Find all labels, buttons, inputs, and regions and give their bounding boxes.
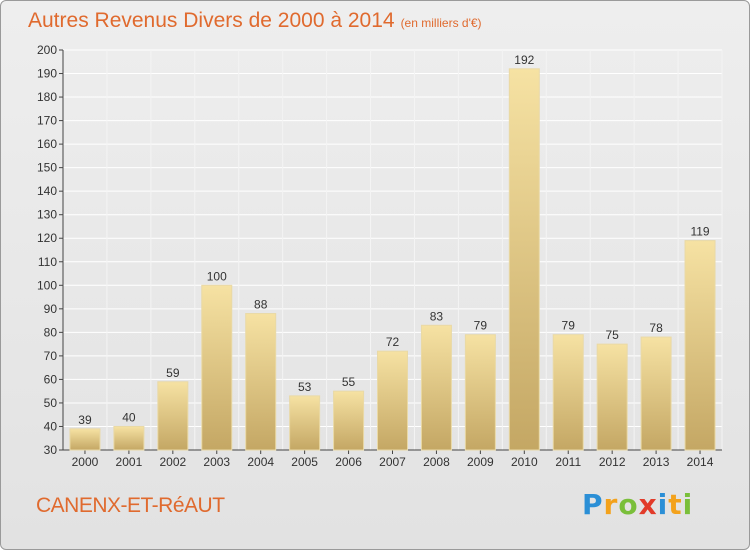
bar: [201, 284, 233, 451]
labels: 39 2000 40 2001 59 2002 100 2003 88 2004 53 2005 55 2…: [72, 53, 714, 469]
y-tick-label: 120: [37, 231, 57, 245]
x-tick-label: 2013: [643, 455, 670, 469]
x-tick-label: 2006: [335, 455, 362, 469]
x-tick-label: 2008: [423, 455, 450, 469]
y-tick-label: 190: [37, 67, 57, 81]
y-tick-label: 130: [37, 208, 57, 222]
data-label: 79: [562, 319, 576, 333]
chart-subtitle: (en milliers d'€): [400, 16, 482, 30]
bar: [289, 395, 321, 451]
x-tick-label: 2001: [116, 455, 143, 469]
data-label: 59: [166, 366, 180, 380]
data-label: 75: [605, 328, 619, 342]
x-tick-label: 2004: [247, 455, 274, 469]
x-tick-label: 2011: [555, 455, 581, 469]
y-tick-label: 30: [44, 443, 58, 457]
data-label: 83: [430, 309, 444, 323]
bar: [333, 390, 365, 451]
y-tick-label: 100: [37, 278, 57, 292]
x-tick-label: 2012: [599, 455, 626, 469]
bar: [552, 334, 584, 451]
proxiti-logo: Proxiti: [582, 488, 694, 521]
bar: [245, 313, 277, 451]
x-tick-label: 2002: [159, 455, 186, 469]
y-tick-label: 80: [44, 325, 58, 339]
y-tick-label: 180: [37, 90, 57, 104]
data-label: 39: [78, 413, 92, 427]
bar: [69, 428, 101, 451]
x-tick-label: 2005: [291, 455, 318, 469]
data-label: 192: [514, 53, 534, 67]
data-label: 100: [207, 269, 227, 283]
x-tick-label: 2003: [203, 455, 230, 469]
x-tick-label: 2009: [467, 455, 494, 469]
bars: [69, 68, 716, 451]
y-tick-label: 140: [37, 184, 57, 198]
x-tick-label: 2010: [511, 455, 538, 469]
bar: [640, 336, 672, 451]
bar: [377, 350, 408, 451]
y-tick-label: 150: [37, 161, 57, 175]
y-tick-label: 60: [44, 372, 58, 386]
y-tick-label: 40: [44, 419, 58, 433]
data-label: 119: [690, 225, 709, 239]
bar: [113, 425, 145, 451]
y-tick-label: 160: [37, 137, 57, 151]
bar: [420, 324, 452, 451]
commune-name: CANENX-ET-RéAUT: [36, 494, 225, 517]
x-tick-label: 2000: [72, 455, 99, 469]
data-label: 53: [298, 380, 312, 394]
data-label: 88: [254, 298, 268, 312]
x-tick-label: 2007: [379, 455, 406, 469]
y-tick-label: 170: [37, 114, 57, 128]
bar: [464, 334, 496, 451]
y-tick-label: 50: [44, 396, 58, 410]
data-label: 72: [386, 335, 400, 349]
bar: [508, 68, 540, 451]
title-text: Autres Revenus Divers de 2000 à 2014: [28, 9, 395, 32]
bar: [596, 343, 628, 451]
y-tick-label: 110: [38, 255, 57, 269]
bar: [684, 240, 716, 451]
y-tick-label: 200: [37, 43, 57, 57]
y-tick-label: 90: [44, 302, 58, 316]
x-tick-label: 2014: [687, 455, 714, 469]
data-label: 40: [122, 410, 136, 424]
bar: [157, 381, 189, 451]
data-label: 78: [649, 321, 663, 335]
y-tick-label: 70: [44, 349, 58, 363]
data-label: 55: [342, 375, 356, 389]
chart-title: Autres Revenus Divers de 2000 à 2014 (en …: [28, 9, 482, 33]
data-label: 79: [474, 319, 488, 333]
